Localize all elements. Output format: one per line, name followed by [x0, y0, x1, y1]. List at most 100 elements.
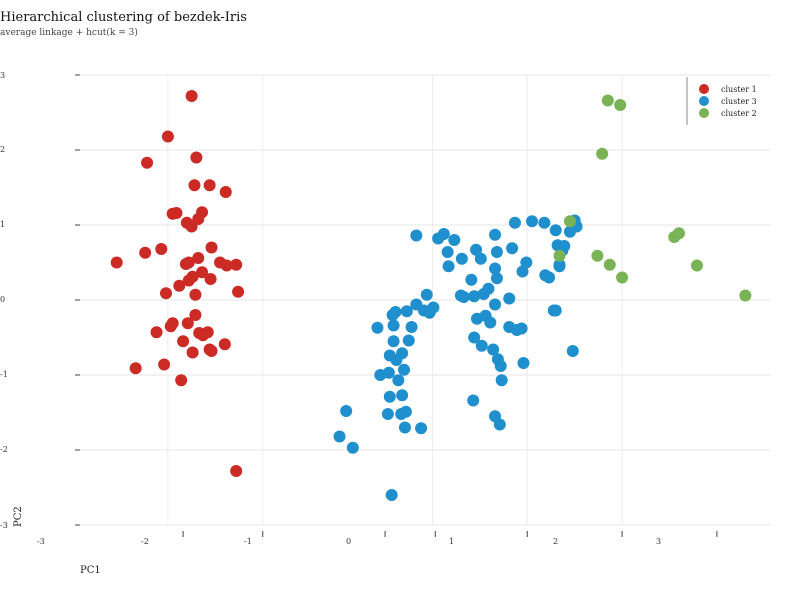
data-point [392, 374, 405, 387]
data-point [188, 179, 201, 192]
chart-subtitle: average linkage + hcut(k = 3) [0, 28, 138, 38]
legend-item[interactable]: cluster 3 [699, 96, 757, 106]
data-point [189, 309, 202, 321]
data-point [427, 301, 440, 314]
data-point [382, 366, 395, 379]
data-point [182, 274, 195, 287]
data-point [383, 390, 396, 403]
data-point [690, 259, 703, 272]
data-point [603, 258, 616, 271]
data-point [192, 252, 205, 264]
axes: -3 -2 -1 0 1 2 3 -3 -2 -1 0 1 2 3 [0, 71, 718, 546]
x-axis-title: PC1 [80, 565, 101, 576]
data-point [494, 360, 507, 372]
data-point [139, 246, 152, 259]
data-point [495, 374, 508, 387]
data-point [441, 246, 454, 258]
data-point [155, 243, 168, 255]
data-points [110, 90, 752, 501]
data-point [371, 321, 384, 334]
data-point [179, 258, 192, 270]
y-tick-label: -2 [0, 445, 8, 454]
data-point [526, 215, 539, 228]
legend-item[interactable]: cluster 1 [699, 84, 757, 94]
data-point [230, 465, 243, 477]
data-point [558, 240, 571, 252]
data-point [186, 346, 199, 359]
data-point [383, 349, 396, 362]
x-tick-label: -3 [37, 537, 45, 546]
data-point [218, 338, 231, 351]
data-point [396, 347, 409, 360]
data-point [601, 94, 614, 107]
data-point [520, 256, 533, 269]
legend-label: cluster 1 [721, 85, 757, 94]
data-point [506, 242, 519, 255]
data-point [475, 339, 488, 352]
data-point [596, 147, 609, 160]
data-point [484, 316, 497, 329]
data-point [515, 322, 528, 335]
data-point [389, 306, 402, 318]
data-point [465, 273, 478, 286]
data-point [400, 305, 413, 318]
x-tick-label: 1 [449, 537, 454, 546]
data-point [563, 215, 576, 228]
y-tick-label: 1 [0, 220, 5, 229]
data-point [487, 343, 500, 356]
data-point [517, 357, 530, 369]
series-cluster-3 [333, 214, 583, 501]
data-point [470, 243, 483, 256]
y-tick-label: 0 [0, 295, 5, 304]
data-point [232, 285, 245, 298]
data-point [591, 249, 604, 262]
data-point [474, 252, 487, 265]
data-point [553, 249, 566, 262]
data-point [166, 207, 179, 220]
legend-item[interactable]: cluster 2 [699, 108, 757, 118]
data-point [490, 246, 503, 258]
data-point [205, 241, 218, 254]
x-tick-label: 0 [346, 537, 351, 546]
data-point [129, 362, 142, 375]
data-point [468, 290, 481, 303]
data-point [219, 186, 232, 198]
data-point [566, 345, 579, 357]
grid [75, 74, 770, 526]
x-tick-label: -1 [244, 537, 252, 546]
data-point [508, 216, 521, 229]
data-point [141, 156, 154, 169]
legend-marker [699, 96, 709, 106]
y-tick-label: -3 [0, 521, 8, 530]
data-point [410, 229, 423, 242]
x-tick-label: -2 [141, 537, 149, 546]
data-point [381, 408, 394, 420]
data-point [448, 234, 461, 246]
legend[interactable]: cluster 1 cluster 3 cluster 2 [686, 77, 763, 125]
data-point [340, 405, 353, 417]
data-point [503, 292, 516, 305]
data-point [399, 405, 412, 418]
data-point [549, 224, 562, 237]
legend-marker [699, 84, 709, 94]
data-point [333, 430, 346, 443]
data-point [205, 345, 218, 357]
data-point [442, 260, 455, 273]
legend-label: cluster 3 [721, 97, 757, 106]
data-point [467, 394, 480, 407]
data-point [175, 374, 188, 387]
data-point [468, 331, 481, 344]
data-point [385, 489, 398, 501]
data-point [616, 271, 629, 284]
data-point [538, 216, 551, 229]
data-point [420, 288, 433, 301]
data-point [490, 272, 503, 285]
data-point [398, 363, 411, 376]
series-cluster-2 [553, 94, 752, 302]
legend-marker [699, 108, 709, 118]
data-point [415, 422, 428, 435]
data-point [614, 99, 627, 111]
data-point [396, 389, 409, 402]
data-point [398, 421, 411, 434]
